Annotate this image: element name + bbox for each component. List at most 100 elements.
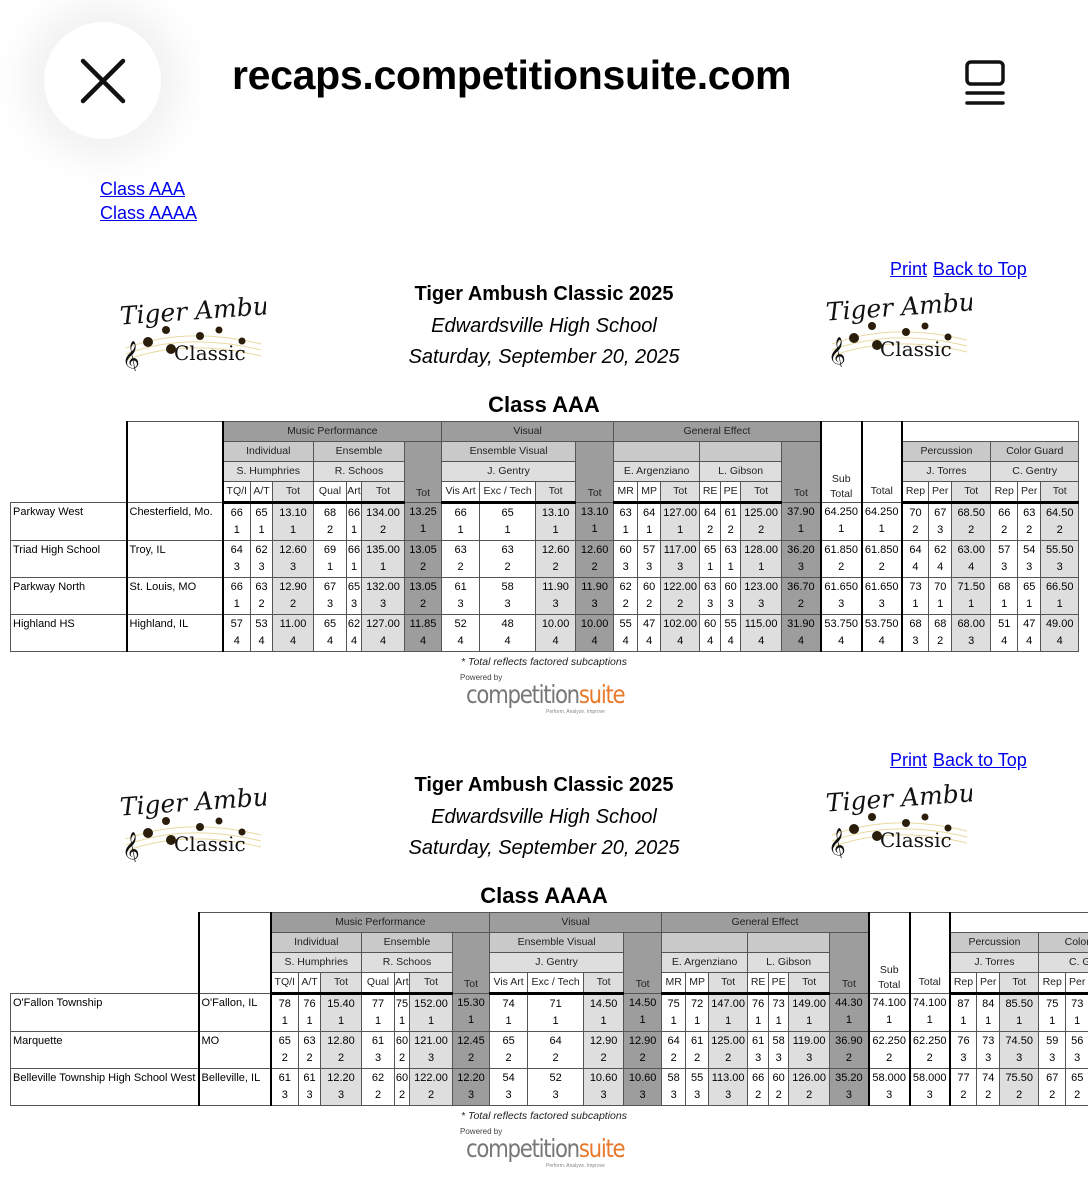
- score-cell: 64 4: [900, 540, 930, 578]
- score: 60: [643, 581, 656, 593]
- unit-location: Troy, IL: [125, 540, 223, 578]
- print-link[interactable]: Print: [890, 259, 928, 279]
- rank: 2: [379, 524, 387, 536]
- print-link[interactable]: Print: [890, 750, 928, 770]
- rank: 1: [374, 1015, 382, 1027]
- score: 65: [502, 1035, 515, 1047]
- score-cell: 12.90 2: [272, 577, 314, 615]
- score-cell: 72 1: [685, 993, 710, 1032]
- score: 74.100: [912, 997, 947, 1009]
- score-cell: 44.30 1: [829, 993, 870, 1032]
- rank: 1: [1016, 1015, 1023, 1027]
- score: 134.00: [366, 507, 400, 519]
- rank: 1: [258, 524, 265, 536]
- rank: 2: [374, 1089, 382, 1101]
- link-class-aaa[interactable]: Class AAA: [100, 179, 186, 199]
- score: 63: [255, 581, 268, 593]
- rank: 2: [912, 524, 919, 536]
- column-header: Tot: [708, 972, 749, 995]
- score: 60: [704, 618, 717, 630]
- score-cell: 132.00 3: [361, 577, 405, 615]
- rank: 3: [677, 561, 684, 573]
- rank: 3: [670, 1089, 677, 1101]
- rank: 3: [350, 598, 358, 610]
- rank: 1: [281, 1015, 288, 1027]
- music-tot-header: Tot: [451, 932, 491, 994]
- rank: 2: [755, 1089, 762, 1101]
- score: 58: [772, 1035, 785, 1047]
- score: 58: [501, 581, 514, 593]
- blank-header: [948, 912, 1088, 933]
- rank: 4: [326, 635, 334, 647]
- score: 73: [982, 1035, 995, 1047]
- rank: 4: [350, 635, 358, 647]
- score: 12.60: [580, 544, 609, 556]
- score-cell: 47 4: [1017, 614, 1042, 652]
- score: 147.00: [711, 998, 745, 1010]
- score-cell: 10.60 3: [623, 1068, 663, 1106]
- score-cell: 11.90 3: [535, 577, 577, 615]
- score-cell: 64 3: [221, 540, 251, 578]
- score: 52: [549, 1072, 562, 1084]
- score: 11.85: [409, 618, 437, 630]
- score: 49.00: [1045, 618, 1074, 630]
- score-cell: 78 1: [269, 993, 299, 1032]
- rank: 3: [1049, 1052, 1056, 1064]
- back-to-top-link[interactable]: Back to Top: [933, 750, 1027, 770]
- rank: 1: [505, 1015, 512, 1027]
- rank: 1: [398, 1015, 406, 1027]
- score-cell: 12.90 2: [623, 1031, 663, 1069]
- column-header: Vis Art: [441, 481, 481, 504]
- column-header: Tot: [535, 481, 577, 504]
- column-header: PE: [720, 481, 742, 504]
- rank: 1: [427, 1015, 435, 1027]
- rank: 2: [1074, 1089, 1081, 1101]
- rank: 4: [912, 561, 919, 573]
- score-cell: 102.00 4: [660, 614, 701, 652]
- score-cell: 10.60 3: [583, 1068, 625, 1106]
- subcaption-ensemble-visual: Ensemble Visual: [489, 932, 625, 953]
- column-header: Qual: [361, 972, 395, 995]
- rank: 1: [886, 1014, 893, 1026]
- rank: 4: [758, 635, 765, 647]
- score-cell: 75 1: [394, 993, 410, 1032]
- back-to-top-link[interactable]: Back to Top: [933, 259, 1027, 279]
- unit-name: Belleville Township High School West: [10, 1068, 199, 1106]
- link-class-aaaa[interactable]: Class AAAA: [100, 203, 198, 223]
- event-title: Tiger Ambush Classic 2025: [414, 283, 674, 305]
- rank: 3: [326, 598, 334, 610]
- column-header: PE: [768, 972, 790, 995]
- score: 119.00: [792, 1035, 826, 1047]
- score-cell: 122.00 2: [409, 1068, 453, 1106]
- rank: 2: [1026, 524, 1033, 536]
- score: 67: [323, 581, 337, 593]
- score-cell: 54 3: [489, 1068, 529, 1106]
- score: 152.00: [414, 998, 448, 1010]
- rank: 3: [838, 598, 845, 610]
- score: 122.00: [414, 1072, 448, 1084]
- score: 52: [454, 618, 467, 630]
- rank: 1: [968, 598, 975, 610]
- rank: 3: [926, 1089, 933, 1101]
- tab-overview-icon[interactable]: [962, 58, 1008, 108]
- rank: 1: [758, 561, 765, 573]
- url-bar[interactable]: recaps.competitionsuite.com: [232, 52, 792, 98]
- score-cell: 71 1: [527, 993, 585, 1032]
- rank: 1: [1056, 598, 1063, 610]
- score: 10.60: [628, 1072, 657, 1084]
- rank: 2: [670, 1052, 677, 1064]
- close-button[interactable]: [44, 22, 161, 139]
- unit-name: Marquette: [10, 1031, 199, 1069]
- score: 68: [323, 507, 337, 519]
- total-header: Total: [908, 912, 951, 994]
- score: 62: [347, 618, 361, 630]
- rank: 2: [1016, 1089, 1023, 1101]
- score-cell: 12.60 2: [575, 540, 615, 578]
- score-cell: 75.50 2: [999, 1068, 1040, 1106]
- rank: 3: [758, 598, 765, 610]
- rank: 2: [758, 524, 765, 536]
- score-cell: 10.00 4: [575, 614, 615, 652]
- judge-name: L. Gibson: [747, 952, 831, 973]
- score: 71.50: [957, 581, 985, 593]
- score-cell: 66.50 1: [1040, 577, 1080, 615]
